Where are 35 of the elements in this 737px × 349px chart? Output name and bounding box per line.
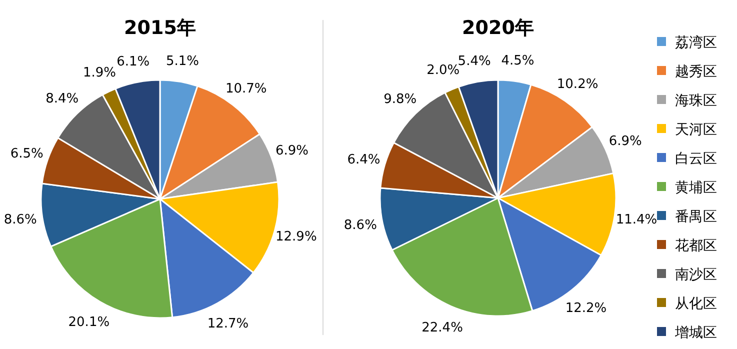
legend-label: 从化区 bbox=[675, 296, 717, 312]
data-label: 5.4% bbox=[458, 54, 491, 70]
data-label: 6.1% bbox=[116, 54, 150, 70]
chart-title: 2015年 bbox=[124, 17, 196, 39]
data-label: 2.0% bbox=[426, 63, 460, 78]
data-label: 6.5% bbox=[10, 146, 44, 162]
data-label: 5.1% bbox=[166, 54, 200, 69]
data-label: 1.9% bbox=[82, 66, 116, 81]
data-label: 6.9% bbox=[608, 134, 642, 149]
data-label: 12.2% bbox=[565, 300, 607, 316]
legend-label: 天河区 bbox=[675, 122, 717, 138]
data-label: 6.9% bbox=[275, 143, 308, 158]
data-label: 8.4% bbox=[46, 92, 79, 107]
legend-label: 增城区 bbox=[674, 325, 717, 341]
data-label: 10.2% bbox=[556, 76, 598, 92]
data-label: 8.6% bbox=[344, 218, 377, 233]
data-label: 6.4% bbox=[347, 152, 380, 168]
chart-title: 2020年 bbox=[462, 17, 534, 39]
legend-label: 海珠区 bbox=[675, 93, 717, 109]
legend-label: 荔湾区 bbox=[675, 35, 717, 51]
legend-label: 白云区 bbox=[675, 151, 717, 167]
legend-label: 越秀区 bbox=[675, 64, 717, 80]
data-label: 22.4% bbox=[422, 320, 463, 336]
legend-label: 番禺区 bbox=[675, 209, 717, 225]
data-label: 12.7% bbox=[207, 316, 249, 332]
data-label: 11.4% bbox=[616, 212, 658, 228]
legend-label: 南沙区 bbox=[675, 267, 717, 283]
data-label: 10.7% bbox=[225, 81, 267, 96]
legend-label: 花都区 bbox=[675, 238, 717, 254]
data-label: 4.5% bbox=[501, 53, 534, 68]
data-label: 9.8% bbox=[384, 92, 417, 107]
data-label: 12.9% bbox=[276, 230, 317, 245]
legend-label: 黄埔区 bbox=[675, 180, 717, 196]
data-label: 8.6% bbox=[4, 212, 37, 228]
data-label: 20.1% bbox=[68, 314, 110, 330]
